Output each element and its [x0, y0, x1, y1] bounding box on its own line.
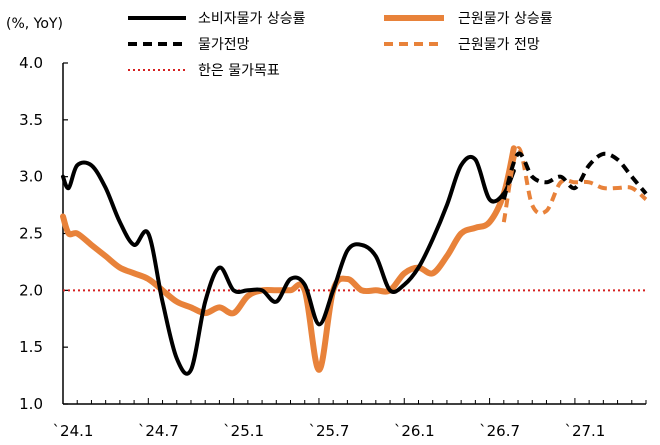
- x-tick-label: `25.7: [308, 422, 349, 440]
- y-tick-label: 1.5: [19, 338, 43, 356]
- tick-labels: 4.0 3.5 3.0 2.5 2.0 1.5 1.0 `24.1 `24.7 `25.1 `25.…: [19, 54, 605, 440]
- y-tick-label: 2.0: [19, 281, 43, 299]
- y-tick-label: 3.0: [19, 168, 43, 186]
- series-line-core: [60, 145, 517, 373]
- legend-item-core-forecast: 근원물가 전망: [384, 37, 540, 53]
- x-tick-label: `24.7: [138, 422, 179, 440]
- y-tick-label: 4.0: [19, 54, 43, 72]
- legend-label-core-forecast: 근원물가 전망: [458, 37, 540, 53]
- legend-item-cpi-forecast: 물가전망: [128, 37, 250, 53]
- y-tick-label: 2.5: [19, 225, 43, 243]
- legend-label-target: 한은 물가목표: [198, 63, 280, 79]
- x-tick-label: `26.7: [479, 422, 520, 440]
- x-tick-label: `24.1: [53, 422, 94, 440]
- y-tick-label: 3.5: [19, 111, 43, 129]
- series-line-cpi: [61, 154, 516, 376]
- axes: [62, 62, 647, 405]
- legend-label-core: 근원물가 상승률: [458, 11, 553, 27]
- x-tick-label: `25.1: [223, 422, 264, 440]
- x-tick-label: `26.1: [394, 422, 435, 440]
- series-line-core-fc: [501, 146, 648, 223]
- legend-label-cpi: 소비자물가 상승률: [198, 11, 306, 27]
- x-tick-label: `27.1: [564, 422, 605, 440]
- y-unit-label: (%, YoY): [6, 16, 63, 32]
- y-tick-label: 1.0: [19, 395, 43, 413]
- series-group: [60, 145, 648, 376]
- legend-label-cpi-forecast: 물가전망: [198, 37, 250, 53]
- legend-item-cpi: 소비자물가 상승률: [128, 11, 306, 27]
- legend-item-target: 한은 물가목표: [128, 63, 280, 79]
- legend: 소비자물가 상승률 근원물가 상승률 물가전망 근원물가 전망 한은 물가목표: [128, 11, 553, 79]
- series-line-cpi-fc: [501, 151, 648, 201]
- legend-item-core: 근원물가 상승률: [384, 11, 553, 27]
